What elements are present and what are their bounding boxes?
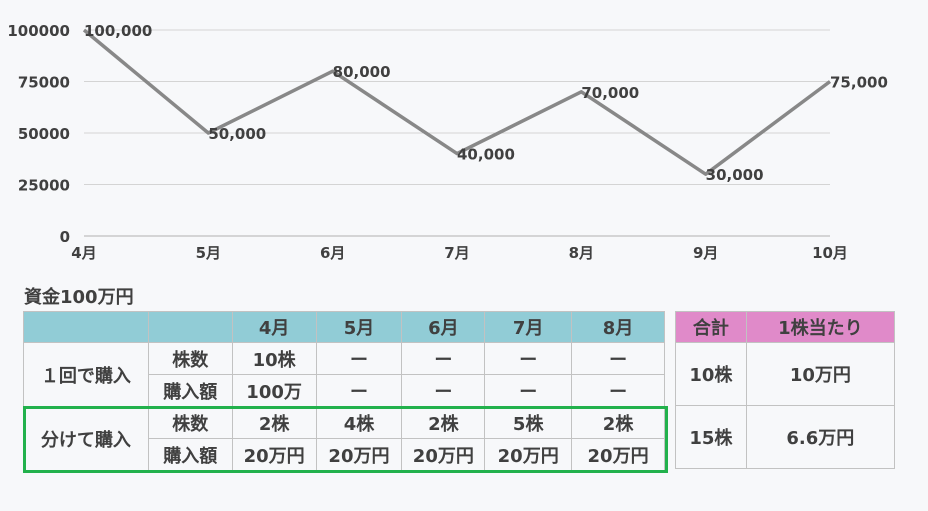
x-tick-label: 10月 [812,244,848,262]
row-label: 株数 [147,342,233,375]
row-label: 購入額 [147,374,233,407]
summary-cell: 10万円 [745,342,896,406]
x-tick-label: 7月 [444,244,469,262]
summary-table: 合計 1株当たり 10株 10万円 15株 6.6万円 [675,311,896,469]
plan-header-month: 8月 [571,311,665,343]
plan-header-month: 6月 [401,311,486,343]
chart-gridlines [84,29,830,237]
table-cell: 2株 [231,406,317,439]
group-label-split: 分けて購入 [23,406,149,471]
y-tick-label: 25000 [18,177,70,195]
y-axis-ticks: 0 25000 50000 75000 100000 [7,22,70,246]
x-tick-label: 6月 [320,244,345,262]
table-cell: ー [571,342,665,375]
x-tick-label: 5月 [196,244,221,262]
x-axis-ticks: 4月 5月 6月 7月 8月 9月 10月 [71,244,848,262]
table-cell: 20万円 [401,438,486,471]
chart-caption: 資金100万円 [24,287,134,308]
data-label: 50,000 [208,125,266,143]
table-row: 10株 10万円 [675,342,896,406]
table-cell: 20万円 [315,438,403,471]
plan-header-month: 7月 [484,311,573,343]
data-label: 40,000 [457,146,515,164]
table-cell: 10株 [231,342,317,375]
summary-header-total: 合計 [675,311,747,343]
table-cell: ー [484,342,573,375]
x-tick-label: 8月 [569,244,594,262]
table-cell: ー [315,342,403,375]
summary-cell: 15株 [675,405,747,469]
plan-header-cell [23,311,149,343]
row-label: 株数 [147,406,233,439]
table-row: 15株 6.6万円 [675,405,896,469]
x-tick-label: 9月 [693,244,718,262]
line-chart: 0 25000 50000 75000 100000 4月 5月 6月 7月 8月 9月 10月 1… [7,22,888,262]
table-row: 分けて購入 株数 2株 4株 2株 5株 2株 [23,406,665,471]
table-cell: 2株 [571,406,665,439]
row-label: 購入額 [147,438,233,471]
table-cell: 2株 [401,406,486,439]
table-cell: 20万円 [571,438,665,471]
y-tick-label: 50000 [18,125,70,143]
plan-header-row: 4月 5月 6月 7月 8月 [23,311,665,343]
table-cell: 100万 [231,374,317,407]
table-row: 購入額 100万 ー ー ー ー [24,374,665,407]
x-tick-label: 4月 [71,244,96,262]
data-labels: 100,000 50,000 80,000 40,000 70,000 30,000 75,… [84,22,888,184]
table-cell: ー [401,374,486,407]
data-label: 80,000 [333,63,391,81]
plan-header-month: 4月 [231,311,317,343]
data-label: 75,000 [830,74,888,92]
y-tick-label: 100000 [7,22,70,40]
summary-cell: 6.6万円 [745,405,896,469]
y-tick-label: 0 [60,228,70,246]
table-cell: 20万円 [484,438,573,471]
purchase-plan-table: 4月 5月 6月 7月 8月 １回で購入 株数 10株 ー ー ー ー 購入額 … [23,311,665,471]
table-cell: 20万円 [231,438,317,471]
table-cell: ー [571,374,665,407]
y-tick-label: 75000 [18,74,70,92]
plan-header-month: 5月 [315,311,403,343]
summary-cell: 10株 [675,342,747,406]
data-label: 70,000 [581,84,639,102]
summary-header-row: 合計 1株当たり [675,311,896,343]
group-label-lump-sum: １回で購入 [23,342,149,407]
table-row: １回で購入 株数 10株 ー ー ー ー [23,342,665,407]
table-row: 購入額 20万円 20万円 20万円 20万円 20万円 [24,438,665,471]
data-label: 30,000 [706,166,764,184]
table-cell: ー [315,374,403,407]
table-cell: 4株 [315,406,403,439]
table-cell: ー [484,374,573,407]
table-cell: ー [401,342,486,375]
table-cell: 5株 [484,406,573,439]
data-label: 100,000 [84,22,152,40]
summary-header-per-share: 1株当たり [745,311,896,343]
plan-header-cell [147,311,233,343]
series-line [82,28,832,176]
